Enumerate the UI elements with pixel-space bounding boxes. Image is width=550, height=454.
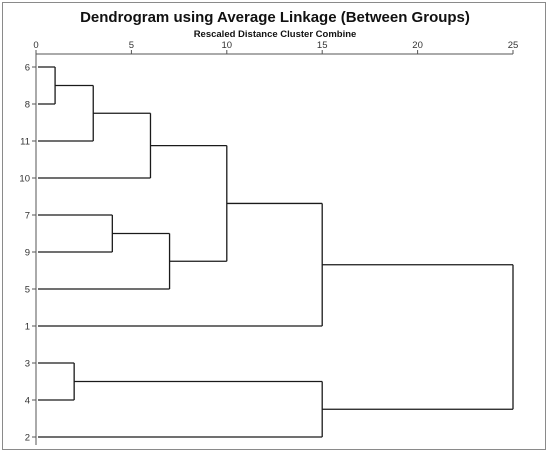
- leaf-label: 9: [25, 248, 30, 259]
- leaf-label: 8: [25, 100, 30, 111]
- leaf-labels: 6 8 11 10 7 9 5 1 3 4 2: [19, 63, 36, 444]
- leaf-label: 2: [25, 433, 30, 444]
- leaf-label: 11: [20, 137, 30, 148]
- x-tick-label: 15: [317, 40, 328, 51]
- x-tick-label: 20: [412, 40, 423, 51]
- x-axis-label: Rescaled Distance Cluster Combine: [193, 29, 357, 40]
- leaf-label: 1: [25, 322, 30, 333]
- leaf-label: 7: [25, 211, 30, 222]
- leaf-label: 5: [25, 285, 30, 296]
- leaf-label: 4: [25, 396, 30, 407]
- x-axis: [35, 50, 514, 445]
- x-tick-label: 25: [508, 40, 519, 51]
- dendrogram-links: [38, 66, 514, 438]
- x-tick-label: 0: [33, 40, 38, 51]
- chart-frame: [2, 2, 546, 450]
- x-tick-labels: 0 5 10 15 20 25: [33, 40, 518, 51]
- leaf-label: 10: [19, 174, 30, 185]
- leaf-label: 3: [25, 359, 30, 370]
- x-tick-label: 10: [222, 40, 233, 51]
- x-tick-label: 5: [129, 40, 134, 51]
- chart-title: Dendrogram using Average Linkage (Betwee…: [80, 9, 470, 26]
- leaf-label: 6: [25, 63, 30, 74]
